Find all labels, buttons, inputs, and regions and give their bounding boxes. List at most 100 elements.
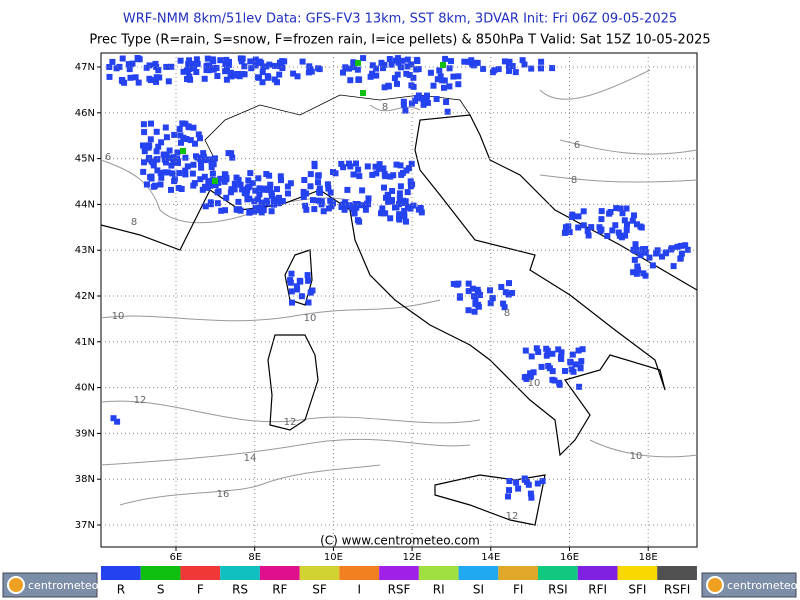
precip-cell	[255, 196, 261, 203]
precip-cell	[572, 361, 579, 368]
precip-cell	[196, 155, 203, 162]
legend-label: RSF	[388, 583, 411, 597]
precip-cell	[200, 150, 207, 157]
precip-cell	[500, 300, 507, 307]
precip-cell	[487, 287, 493, 294]
legend-label: S	[157, 583, 165, 597]
precip-cell	[538, 58, 545, 65]
precip-cell	[525, 481, 532, 488]
precip-cell	[397, 183, 404, 190]
precip-cell	[385, 82, 392, 89]
precip-cell	[404, 63, 411, 70]
precip-cell	[194, 60, 201, 67]
legend-swatch	[379, 566, 419, 580]
precip-cell	[276, 71, 283, 78]
precip-cell	[307, 171, 314, 178]
precip-cell	[307, 66, 314, 73]
precip-cell	[347, 77, 354, 84]
precip-cell	[376, 161, 383, 168]
precip-cell	[501, 304, 508, 311]
precip-cell	[387, 215, 394, 222]
precip-cell	[521, 61, 528, 68]
contour-label: 12	[284, 417, 297, 428]
precip-cell	[127, 74, 134, 81]
precip-cell	[509, 63, 516, 69]
precip-cell	[461, 58, 468, 65]
precip-cell	[202, 183, 208, 190]
precip-cell	[424, 99, 431, 106]
precip-cell	[184, 163, 191, 170]
precip-cell	[565, 223, 572, 230]
precip-cell	[251, 208, 257, 215]
precip-cell	[465, 280, 472, 287]
precip-cell	[567, 359, 574, 366]
legend-label: RF	[272, 583, 287, 597]
precip-cell	[399, 57, 405, 64]
legend-label: SI	[473, 583, 484, 597]
borders	[204, 94, 471, 191]
precip-cell	[468, 57, 475, 64]
precip-cell	[385, 193, 392, 199]
precip-cell	[180, 148, 186, 154]
precip-cell	[539, 478, 546, 485]
precip-cell	[256, 185, 263, 192]
precip-cell	[506, 58, 513, 65]
precip-cell	[182, 167, 189, 174]
precip-cell	[214, 73, 221, 79]
precip-cell	[612, 222, 619, 229]
precip-cell	[475, 301, 481, 308]
precip-cell	[530, 369, 537, 376]
precip-cell	[407, 183, 414, 190]
precip-cell	[398, 171, 405, 178]
precip-cell	[396, 190, 403, 197]
precip-cell	[303, 206, 310, 213]
precip-cell	[642, 246, 649, 252]
precip-cell	[350, 171, 357, 178]
precip-cell	[178, 186, 185, 192]
precip-cell	[558, 349, 565, 356]
precip-cell	[678, 250, 685, 257]
precip-cell	[501, 58, 508, 65]
precip-cell	[389, 188, 396, 194]
precip-cell	[513, 479, 520, 486]
precip-cell	[523, 376, 530, 382]
precip-cell	[315, 65, 322, 72]
precip-cell	[165, 78, 172, 85]
contour-label: 8	[571, 175, 577, 186]
precip-cell	[505, 493, 511, 500]
precip-cell	[404, 189, 411, 196]
precip-cell	[637, 252, 644, 259]
lon-label: 10E	[324, 552, 343, 563]
precip-cell	[630, 269, 637, 276]
precip-cell	[249, 180, 256, 187]
precip-cell	[444, 108, 451, 115]
legend-label: SF	[312, 583, 327, 597]
precip-cell	[315, 197, 322, 204]
precip-cell	[186, 66, 193, 72]
precip-cell	[575, 347, 582, 354]
precip-cell	[325, 205, 332, 212]
precip-cell	[684, 246, 691, 253]
precip-cell	[330, 200, 336, 207]
precip-cell	[512, 69, 519, 76]
legend-swatch	[577, 566, 618, 580]
precip-cell	[327, 189, 334, 196]
precip-cell	[350, 203, 357, 210]
precip-cell	[575, 213, 582, 220]
lat-label: 38N	[75, 474, 95, 485]
precip-cell	[340, 164, 347, 171]
precip-cell	[210, 58, 217, 65]
precip-cell	[436, 67, 443, 74]
precip-cell	[146, 62, 153, 69]
precip-cell	[396, 201, 402, 208]
precip-cell	[580, 222, 587, 229]
legend-swatch	[458, 566, 499, 580]
precip-cell	[160, 151, 167, 158]
precip-cell	[153, 148, 160, 155]
legend-label: RSFI	[664, 583, 690, 597]
precip-cell	[446, 65, 453, 72]
legend-label: RS	[232, 583, 248, 597]
precip-cell	[596, 224, 603, 231]
precip-cell	[245, 177, 252, 184]
precip-cell	[207, 201, 214, 208]
